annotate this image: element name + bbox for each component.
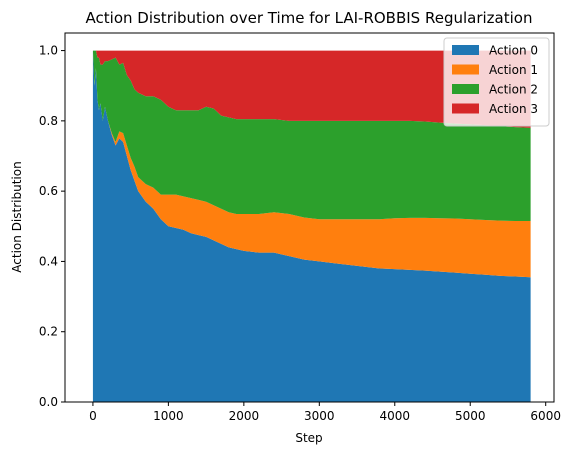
chart-title: Action Distribution over Time for LAI-RO… [86,9,533,27]
y-axis-ticks: 0.0 0.2 0.4 0.6 0.8 1.0 [39,44,65,409]
y-tick-label: 0.8 [39,114,58,128]
legend-swatch-action-0 [452,45,479,55]
legend-swatch-action-3 [452,103,479,114]
legend: Action 0 Action 1 Action 2 Action 3 [443,37,550,127]
y-tick-label: 0.0 [39,395,58,409]
area-action-1 [92,50,531,278]
area-action-0 [92,50,531,402]
x-tick-label: 1000 [153,409,184,423]
legend-swatch-action-1 [452,64,479,75]
area-action-2 [92,50,531,222]
legend-label-action-0: Action 0 [489,44,538,58]
y-tick-label: 0.4 [39,254,58,268]
y-tick-label: 0.6 [39,184,58,198]
legend-label-action-3: Action 3 [489,102,538,116]
x-tick-label: 0 [89,409,97,423]
x-tick-label: 2000 [229,409,260,423]
area-action-3 [92,50,531,128]
y-tick-label: 1.0 [39,44,58,58]
x-axis-ticks: 0 1000 2000 3000 4000 5000 6000 [89,402,561,423]
legend-label-action-2: Action 2 [489,83,538,97]
y-axis-label: Action Distribution [10,161,24,272]
x-tick-label: 4000 [379,409,410,423]
x-axis-label: Step [295,431,322,445]
stacked-areas [92,50,531,402]
legend-label-action-1: Action 1 [489,63,538,77]
legend-swatch-action-2 [452,84,479,94]
plot-frame [64,32,555,403]
x-tick-label: 3000 [304,409,335,423]
y-tick-label: 0.2 [39,325,58,339]
x-tick-label: 6000 [530,409,561,423]
x-tick-label: 5000 [455,409,486,423]
